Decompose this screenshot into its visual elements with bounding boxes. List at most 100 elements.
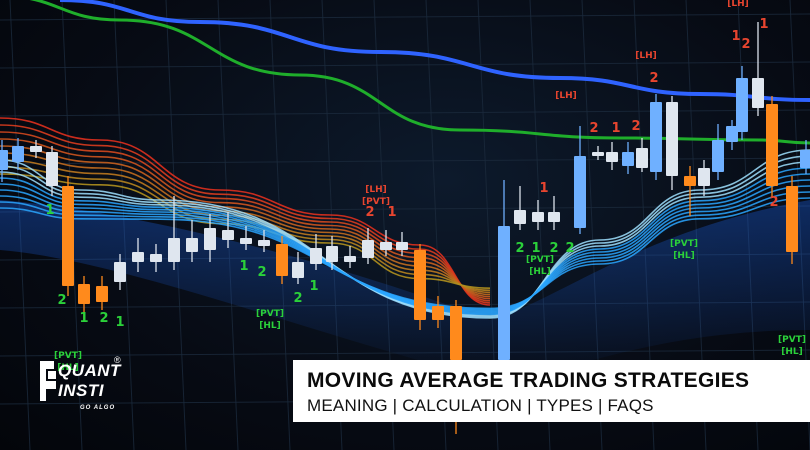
candle-body (150, 254, 162, 262)
logo-line2: INSTI (58, 381, 104, 400)
pivot-label: 1 (79, 311, 88, 326)
candle-body (666, 102, 678, 176)
candle-body (786, 186, 798, 252)
pivot-label: [HL] (529, 267, 551, 277)
candle-body (548, 212, 560, 222)
registered-mark: ® (114, 355, 121, 365)
candle-body (498, 226, 510, 360)
candle-body (46, 152, 58, 186)
candle-body (78, 284, 90, 304)
candle-body (432, 306, 444, 320)
pivot-label: 2 (257, 265, 266, 280)
candle-body (514, 210, 526, 224)
pivot-label: 2 (99, 311, 108, 326)
ribbon-blue-line (0, 161, 810, 317)
candle-body (276, 244, 288, 276)
pivot-label: 1 (387, 205, 396, 220)
ma-fast-line (59, 0, 810, 102)
ribbon-blue-line (0, 167, 810, 316)
candle-body (684, 176, 696, 186)
candle-body (736, 78, 748, 132)
pivot-label: [PVT] (670, 239, 698, 249)
page-subtitle: MEANING | CALCULATION | TYPES | FAQS (307, 396, 654, 415)
candle-body (12, 146, 24, 162)
pivot-label: [PVT] (778, 335, 806, 345)
ribbon-blue-line (0, 173, 810, 315)
candle-body (380, 242, 392, 250)
pivot-label: 2 (515, 241, 524, 256)
candle-body (800, 150, 810, 168)
candle-body (258, 240, 270, 246)
candle-body (592, 152, 604, 156)
pivot-label: [HL] (673, 251, 695, 261)
candle-body (168, 238, 180, 262)
candle-body (30, 146, 42, 152)
candle-body (574, 156, 586, 228)
candle-body (292, 262, 304, 278)
candle-body (186, 238, 198, 252)
pivot-label: 2 (549, 241, 558, 256)
pivot-label: [LH] (365, 185, 387, 195)
title-banner: MOVING AVERAGE TRADING STRATEGIES MEANIN… (293, 360, 810, 422)
pivot-label: [PVT] (256, 309, 284, 319)
pivot-label: 2 (57, 293, 66, 308)
candle-body (698, 168, 710, 186)
pivot-label: 1 (531, 241, 540, 256)
pivot-label: 2 (293, 291, 302, 306)
pivot-label: [LH] (727, 0, 749, 9)
pivot-label: 1 (309, 279, 318, 294)
pivot-label: 1 (45, 203, 54, 218)
pivot-label: 2 (649, 71, 658, 86)
pivot-label: 1 (539, 181, 548, 196)
candle-body (132, 252, 144, 262)
pivot-label: 2 (631, 119, 640, 134)
logo-mark-icon (40, 361, 56, 401)
grid-line (0, 13, 810, 21)
pivot-labels: [PVT] [HL] [PVT] [HL] [PVT] [HL] [PVT] [HL] [PVT… (45, 0, 805, 373)
candle-body (414, 250, 426, 320)
quantinsti-logo: QUANT INSTI GO ALGO ® (36, 355, 132, 427)
candle-body (114, 262, 126, 282)
grid-line (0, 109, 810, 117)
ribbon-blue-line (0, 155, 810, 318)
ribbon-blue-line (0, 149, 810, 319)
candle-body (450, 306, 462, 360)
pivot-label: 2 (565, 241, 574, 256)
candle-body (96, 286, 108, 302)
pivot-label: 1 (759, 17, 768, 32)
candle-body (752, 78, 764, 108)
candle-body (344, 256, 356, 262)
pivot-label: [LH] (555, 91, 577, 101)
pivot-label: [HL] (781, 347, 803, 357)
grid-line (269, 0, 291, 450)
pivot-label: 1 (611, 121, 620, 136)
candle-body (622, 152, 634, 166)
candle-body (222, 230, 234, 240)
ma-slow-line (29, 0, 810, 145)
ribbon-blue-line (0, 191, 810, 311)
candle-body (310, 248, 322, 264)
pivot-label: 1 (239, 259, 248, 274)
candle-body (240, 238, 252, 244)
pivot-label: 1 (115, 315, 124, 330)
pivot-label: [PVT] (526, 255, 554, 265)
pivot-label: 2 (589, 121, 598, 136)
candle-body (650, 102, 662, 172)
candle-body (532, 212, 544, 222)
candle-body (712, 140, 724, 172)
pivot-label: [HL] (259, 321, 281, 331)
ribbon-glow (0, 200, 810, 380)
candle-body (726, 126, 738, 142)
ribbon-blue-line (0, 179, 810, 313)
pivot-label: 1 (731, 29, 740, 44)
pivot-label: 2 (365, 205, 374, 220)
pivot-label: [PVT] (362, 197, 390, 207)
candle-body (362, 240, 374, 258)
logo-tagline: GO ALGO (80, 405, 116, 411)
candle-body (326, 246, 338, 262)
candle-body (0, 150, 8, 170)
pivot-label: 2 (769, 195, 778, 210)
grid-line (165, 0, 187, 450)
